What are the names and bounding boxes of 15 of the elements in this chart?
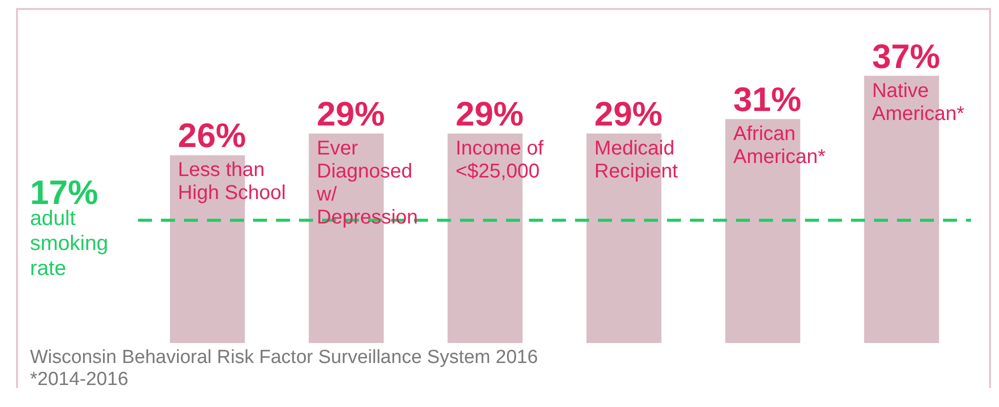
x-tick-label: Income of <$25,000 <box>456 138 544 183</box>
x-tick-label: Less than High School <box>178 159 286 204</box>
x-tick-label: Medicaid Recipient <box>594 138 678 183</box>
data-label: 29% <box>594 96 662 134</box>
ref-line-label: 17% adult smoking rate <box>30 174 108 280</box>
x-tick-label: Ever Diagnosed w/ Depression <box>316 138 418 229</box>
text: *2014-2016 <box>30 369 128 390</box>
data-label: 29% <box>456 96 524 134</box>
text: Wisconsin Behavioral Risk Factor Surveillance System 2016 <box>30 347 538 368</box>
data-label: 29% <box>316 96 385 134</box>
x-tick-label: Native American* <box>872 80 965 125</box>
data-label: 37% <box>872 38 940 76</box>
x-tick-label: African American* <box>733 123 826 168</box>
data-label: 31% <box>733 81 802 120</box>
data-label: 26% <box>178 117 246 156</box>
